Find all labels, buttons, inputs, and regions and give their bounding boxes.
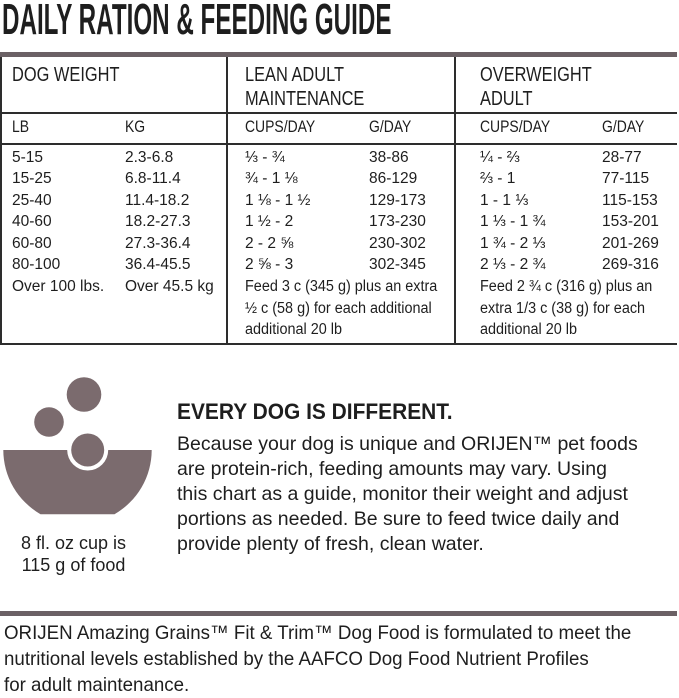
cell-lean-g: 38-86 [369,148,409,166]
table-border-left [0,57,2,344]
cell-lean-cups: 1 ⅛ - 1 ½ [245,191,311,209]
cell-lean-cups: ¾ - 1 ⅛ [245,170,298,187]
cell-kg: 18.2-27.3 [125,213,191,230]
col-header-over-g: G/DAY [602,117,645,136]
cell-lean-cups: ⅓ - ¾ [245,148,285,166]
overweight-note: Feed 2 ¾ c (316 g) plus an extra 1/3 c (… [480,278,653,338]
cell-lb: 80-100 [12,256,61,273]
cell-over-cups: ⅔ - 1 [480,170,516,187]
table-row: 80-100 36.4-45.5 2 ⅝ - 3 302-345 2 ⅓ - 2… [0,254,679,276]
cell-lean-cups: 1 ½ - 2 [245,213,294,230]
cell-lean-cups: 2 - 2 ⅝ [245,234,294,252]
cell-over-g: 201-269 [602,234,659,252]
cell-over-cups: 1 ⅓ - 1 ¾ [480,213,546,230]
table-line-bottom [0,343,677,345]
cell-over-cups: ¼ - ⅔ [480,148,520,166]
cup-size-label: 8 fl. oz cup is 115 g of food [20,533,127,575]
cell-lb: 25-40 [12,191,52,209]
table-line-subheader [0,143,677,145]
cell-over-g: 115-153 [602,191,658,209]
col-header-lb: LB [12,117,30,136]
cell-over-g: 269-316 [602,256,659,273]
top-rule [0,52,677,57]
table-row: 40-60 18.2-27.3 1 ½ - 2 173-230 1 ⅓ - 1 … [0,211,679,233]
table-divider-1 [226,57,228,344]
cell-lb: 40-60 [12,213,52,230]
table-row: 15-25 6.8-11.4 ¾ - 1 ⅛ 86-129 ⅔ - 1 77-1… [0,168,679,190]
cell-lb: 60-80 [12,234,52,252]
cell-lean-cups: 2 ⅝ - 3 [245,256,294,273]
bottom-rule [0,611,677,616]
lean-adult-note: Feed 3 c (345 g) plus an extra ½ c (58 g… [245,278,438,338]
col-header-lean-g: G/DAY [369,117,412,136]
cell-over-cups: 2 ⅓ - 2 ¾ [480,256,546,273]
page-title: DAILY RATION & FEEDING GUIDE [2,0,392,44]
table-row: 5-15 2.3-6.8 ⅓ - ¾ 38-86 ¼ - ⅔ 28-77 [0,147,679,169]
table-line-header [0,112,677,114]
cell-over-g: 153-201 [602,213,659,230]
cell-over-cups: 1 ¾ - 2 ⅓ [480,234,546,252]
col-header-over-cups: CUPS/DAY [480,117,551,136]
cell-lb: 5-15 [12,148,44,166]
table-body: 5-15 2.3-6.8 ⅓ - ¾ 38-86 ¼ - ⅔ 28-77 15-… [0,147,679,298]
cell-lb: 15-25 [12,170,52,187]
cell-kg: 27.3-36.4 [125,234,191,252]
note-heading: EVERY DOG IS DIFFERENT. [177,399,453,424]
table-row-over-100: Over 100 lbs. Over 45.5 kg [0,276,679,298]
table-row: 60-80 27.3-36.4 2 - 2 ⅝ 230-302 1 ¾ - 2 … [0,233,679,255]
col-header-lean-cups: CUPS/DAY [245,117,316,136]
cell-over-g: 28-77 [602,148,642,166]
group-header-dog-weight: DOG WEIGHT [12,64,120,86]
cell-over-g: 77-115 [602,170,650,187]
cell-kg: Over 45.5 kg [125,277,214,295]
group-header-overweight: OVERWEIGHT ADULT [480,64,592,110]
cell-lb: Over 100 lbs. [12,277,105,295]
footer-text: ORIJEN Amazing Grains™ Fit & Trim™ Dog F… [4,622,632,696]
table-row: 25-40 11.4-18.2 1 ⅛ - 1 ½ 129-173 1 - 1 … [0,190,679,212]
dog-bowl-icon [3,377,152,515]
cell-lean-g: 86-129 [369,170,418,187]
cell-lean-g: 129-173 [369,191,426,209]
cell-over-cups: 1 - 1 ⅓ [480,191,529,209]
cell-lean-g: 302-345 [369,256,426,273]
table-divider-2 [454,57,456,344]
cell-kg: 2.3-6.8 [125,148,174,166]
cell-lean-g: 230-302 [369,234,426,252]
cell-kg: 36.4-45.5 [125,256,191,273]
cell-lean-g: 173-230 [369,213,426,230]
note-body: Because your dog is unique and ORIJEN™ p… [177,433,638,555]
cell-kg: 11.4-18.2 [125,191,190,209]
cell-kg: 6.8-11.4 [125,170,181,187]
col-header-kg: KG [125,117,146,136]
group-header-lean-adult: LEAN ADULT MAINTENANCE [245,64,365,110]
